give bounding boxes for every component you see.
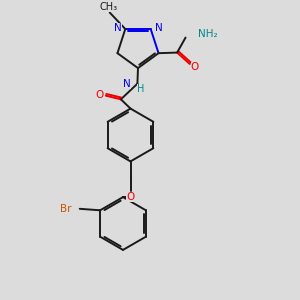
Text: N: N (123, 79, 131, 89)
Text: CH₃: CH₃ (99, 2, 117, 12)
Text: Br: Br (60, 204, 71, 214)
Text: O: O (191, 62, 199, 72)
Text: O: O (126, 192, 135, 202)
Text: NH₂: NH₂ (198, 29, 218, 39)
Text: O: O (96, 89, 104, 100)
Text: H: H (137, 84, 145, 94)
Text: N: N (114, 23, 122, 33)
Text: N: N (154, 23, 162, 33)
